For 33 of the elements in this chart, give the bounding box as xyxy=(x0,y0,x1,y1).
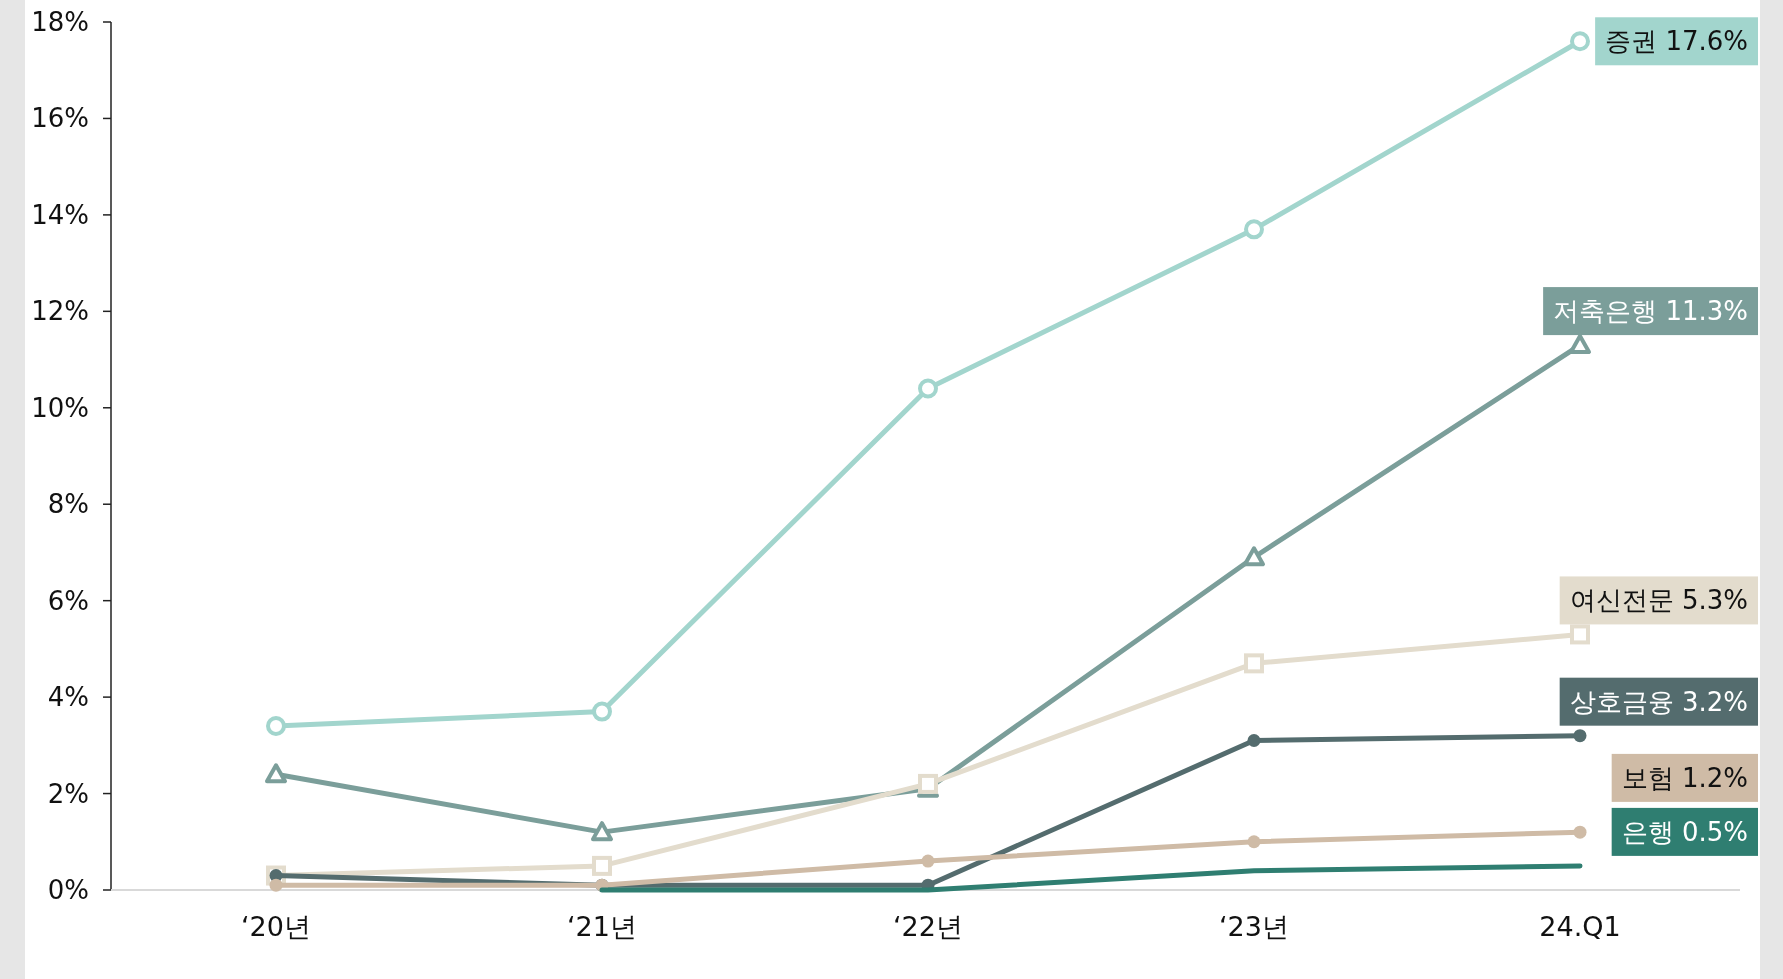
point xyxy=(266,716,286,737)
x-tick-label: ‘23년 xyxy=(1219,911,1289,942)
point xyxy=(1573,729,1587,743)
y-tick-label: 18% xyxy=(31,7,89,37)
point xyxy=(918,378,938,399)
point xyxy=(269,878,283,892)
point xyxy=(591,821,613,842)
point xyxy=(592,855,612,876)
point xyxy=(1570,624,1590,645)
point xyxy=(921,854,935,868)
point xyxy=(265,763,287,784)
point xyxy=(1244,653,1264,674)
point xyxy=(1573,825,1587,839)
point xyxy=(1243,546,1265,567)
x-tick-label: ‘20년 xyxy=(241,911,311,942)
x-tick-label: 24.Q1 xyxy=(1539,911,1621,942)
point xyxy=(1247,835,1261,849)
point xyxy=(1247,734,1261,748)
point xyxy=(1569,334,1591,355)
x-tick-label: ‘22년 xyxy=(893,911,963,942)
y-tick-label: 16% xyxy=(31,103,89,134)
y-tick-label: 4% xyxy=(47,682,89,713)
y-tick-label: 10% xyxy=(31,392,89,423)
point xyxy=(1244,219,1264,240)
y-tick-label: 14% xyxy=(31,199,89,230)
point xyxy=(1570,31,1590,52)
y-tick-label: 8% xyxy=(47,489,89,520)
y-tick-label: 0% xyxy=(47,875,89,905)
x-tick-label: ‘21년 xyxy=(567,911,637,942)
point xyxy=(592,701,612,722)
y-tick-label: 2% xyxy=(47,778,89,809)
y-tick-label: 6% xyxy=(47,585,89,616)
y-tick-label: 12% xyxy=(31,296,89,327)
